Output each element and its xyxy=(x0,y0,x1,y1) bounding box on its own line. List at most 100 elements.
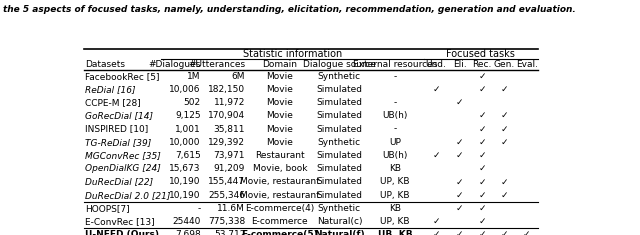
Text: 35,811: 35,811 xyxy=(214,125,245,133)
Text: -: - xyxy=(394,125,397,133)
Text: ✓: ✓ xyxy=(456,138,463,147)
Text: HOOPS[7]: HOOPS[7] xyxy=(85,204,129,213)
Text: ✓: ✓ xyxy=(456,204,463,213)
Text: ✓: ✓ xyxy=(500,230,508,235)
Text: UB(h): UB(h) xyxy=(383,151,408,160)
Text: UP, KB: UP, KB xyxy=(380,217,410,226)
Text: E-commerce: E-commerce xyxy=(252,217,308,226)
Text: ✓: ✓ xyxy=(456,98,463,107)
Text: ✓: ✓ xyxy=(478,111,486,120)
Text: Synthetic: Synthetic xyxy=(318,72,361,81)
Text: 170,904: 170,904 xyxy=(208,111,245,120)
Text: ✓: ✓ xyxy=(433,230,440,235)
Text: UP, KB: UP, KB xyxy=(380,177,410,186)
Text: KB: KB xyxy=(389,204,401,213)
Text: #Utterances: #Utterances xyxy=(188,60,245,69)
Text: Und.: Und. xyxy=(426,60,447,69)
Text: ✓: ✓ xyxy=(433,217,440,226)
Text: CCPE-M [28]: CCPE-M [28] xyxy=(85,98,141,107)
Text: 182,150: 182,150 xyxy=(208,85,245,94)
Text: Synthetic: Synthetic xyxy=(318,138,361,147)
Text: Synthetic: Synthetic xyxy=(318,204,361,213)
Text: Simulated: Simulated xyxy=(316,164,362,173)
Text: -: - xyxy=(394,98,397,107)
Text: Gen.: Gen. xyxy=(493,60,515,69)
Text: UP, KB: UP, KB xyxy=(380,191,410,200)
Text: Movie: Movie xyxy=(266,72,293,81)
Text: Natural(f): Natural(f) xyxy=(314,230,365,235)
Text: E-commerce(4): E-commerce(4) xyxy=(245,204,314,213)
Text: ✓: ✓ xyxy=(433,85,440,94)
Text: Natural(c): Natural(c) xyxy=(317,217,362,226)
Text: Dialogue source: Dialogue source xyxy=(303,60,376,69)
Text: ✓: ✓ xyxy=(500,85,508,94)
Text: #Dialogues: #Dialogues xyxy=(148,60,200,69)
Text: MGConvRec [35]: MGConvRec [35] xyxy=(85,151,161,160)
Text: ✓: ✓ xyxy=(500,125,508,133)
Text: -: - xyxy=(197,204,200,213)
Text: Movie, restaurant: Movie, restaurant xyxy=(240,177,320,186)
Text: Simulated: Simulated xyxy=(316,85,362,94)
Text: ✓: ✓ xyxy=(456,230,463,235)
Text: ✓: ✓ xyxy=(456,191,463,200)
Text: Rec.: Rec. xyxy=(472,60,492,69)
Text: ✓: ✓ xyxy=(478,177,486,186)
Text: 25440: 25440 xyxy=(172,217,200,226)
Text: 10,190: 10,190 xyxy=(169,191,200,200)
Text: Movie: Movie xyxy=(266,125,293,133)
Text: Simulated: Simulated xyxy=(316,98,362,107)
Text: 10,006: 10,006 xyxy=(169,85,200,94)
Text: GoRecDial [14]: GoRecDial [14] xyxy=(85,111,153,120)
Text: 7,615: 7,615 xyxy=(175,151,200,160)
Text: Simulated: Simulated xyxy=(316,125,362,133)
Text: 7,698: 7,698 xyxy=(175,230,200,235)
Text: 1,001: 1,001 xyxy=(175,125,200,133)
Text: ✓: ✓ xyxy=(478,72,486,81)
Text: ✓: ✓ xyxy=(478,125,486,133)
Text: 1M: 1M xyxy=(187,72,200,81)
Text: ✓: ✓ xyxy=(523,230,531,235)
Text: ✓: ✓ xyxy=(478,138,486,147)
Text: Eli.: Eli. xyxy=(453,60,467,69)
Text: ✓: ✓ xyxy=(456,151,463,160)
Text: ✓: ✓ xyxy=(478,85,486,94)
Text: Movie: Movie xyxy=(266,85,293,94)
Text: OpenDialKG [24]: OpenDialKG [24] xyxy=(85,164,161,173)
Text: ✓: ✓ xyxy=(478,191,486,200)
Text: Statistic information: Statistic information xyxy=(243,49,342,59)
Text: UP: UP xyxy=(389,138,401,147)
Text: the 5 aspects of focused tasks, namely, understanding, elicitation, recommendati: the 5 aspects of focused tasks, namely, … xyxy=(3,5,576,14)
Text: 10,190: 10,190 xyxy=(169,177,200,186)
Text: ✓: ✓ xyxy=(478,217,486,226)
Text: UB(h): UB(h) xyxy=(383,111,408,120)
Text: Restaurant: Restaurant xyxy=(255,151,305,160)
Text: FacebookRec [5]: FacebookRec [5] xyxy=(85,72,159,81)
Text: ✓: ✓ xyxy=(500,177,508,186)
Text: Movie, book: Movie, book xyxy=(253,164,307,173)
Text: DuRecDial [22]: DuRecDial [22] xyxy=(85,177,153,186)
Text: 9,125: 9,125 xyxy=(175,111,200,120)
Text: ✓: ✓ xyxy=(478,204,486,213)
Text: 6M: 6M xyxy=(232,72,245,81)
Text: TG-ReDial [39]: TG-ReDial [39] xyxy=(85,138,151,147)
Text: 502: 502 xyxy=(184,98,200,107)
Text: ✓: ✓ xyxy=(500,191,508,200)
Text: 53,712: 53,712 xyxy=(214,230,245,235)
Text: 155,447: 155,447 xyxy=(208,177,245,186)
Text: Movie, restaurant: Movie, restaurant xyxy=(240,191,320,200)
Text: 775,338: 775,338 xyxy=(208,217,245,226)
Text: ✓: ✓ xyxy=(500,111,508,120)
Text: ✓: ✓ xyxy=(500,138,508,147)
Text: INSPIRED [10]: INSPIRED [10] xyxy=(85,125,148,133)
Text: 11,972: 11,972 xyxy=(214,98,245,107)
Text: 91,209: 91,209 xyxy=(214,164,245,173)
Text: UB, KB: UB, KB xyxy=(378,230,413,235)
Text: External resources: External resources xyxy=(353,60,437,69)
Text: ✓: ✓ xyxy=(478,151,486,160)
Text: Simulated: Simulated xyxy=(316,111,362,120)
Text: 10,000: 10,000 xyxy=(169,138,200,147)
Text: Domain: Domain xyxy=(262,60,298,69)
Text: Eval.: Eval. xyxy=(516,60,538,69)
Text: Simulated: Simulated xyxy=(316,151,362,160)
Text: Movie: Movie xyxy=(266,98,293,107)
